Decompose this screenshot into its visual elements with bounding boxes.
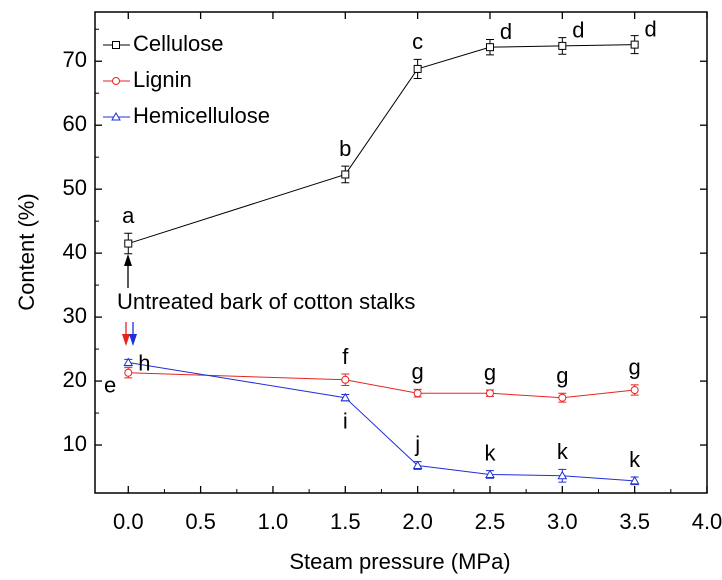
marker	[630, 386, 639, 395]
marker	[413, 64, 422, 73]
point-letter: d	[645, 16, 657, 41]
series-line	[128, 372, 635, 399]
point-letter: j	[414, 431, 420, 456]
legend-label: Hemicellulose	[133, 103, 270, 128]
marker	[629, 475, 640, 485]
point-letter: a	[122, 203, 135, 228]
marker	[557, 470, 568, 480]
marker	[341, 375, 350, 384]
marker	[124, 239, 133, 248]
point-letter: i	[343, 409, 348, 434]
marker	[124, 368, 133, 377]
point-letter: e	[104, 373, 116, 398]
y-tick-label: 40	[63, 239, 87, 264]
x-tick-label: 1.5	[330, 509, 361, 534]
point-letter: b	[339, 136, 351, 161]
y-axis-label: Content (%)	[14, 193, 39, 310]
x-tick-label: 0.0	[113, 509, 144, 534]
y-tick-label: 50	[63, 175, 87, 200]
y-tick-label: 70	[63, 47, 87, 72]
marker	[412, 460, 423, 469]
legend-label: Lignin	[133, 67, 192, 92]
point-letter: h	[138, 350, 150, 375]
marker	[485, 469, 495, 478]
x-tick-label: 3.0	[547, 509, 578, 534]
x-tick-label: 2.0	[402, 509, 433, 534]
legend-marker	[112, 77, 120, 85]
series-line	[128, 362, 635, 482]
point-letter: k	[484, 440, 496, 465]
point-letter: c	[412, 29, 423, 54]
x-tick-label: 3.5	[619, 509, 650, 534]
legend-marker	[111, 111, 121, 121]
marker	[630, 40, 639, 49]
point-letter: d	[500, 19, 512, 44]
marker	[123, 357, 134, 367]
y-tick-label: 60	[63, 111, 87, 136]
x-axis-label: Steam pressure (MPa)	[289, 549, 510, 574]
y-tick-label: 30	[63, 303, 87, 328]
point-letter: k	[629, 447, 641, 472]
y-tick-label: 10	[63, 431, 87, 456]
marker	[341, 170, 350, 179]
point-letter: g	[629, 355, 641, 380]
marker	[485, 43, 494, 52]
x-tick-label: 2.5	[475, 509, 506, 534]
legend-marker	[112, 41, 120, 49]
legend-label: Cellulose	[133, 31, 224, 56]
annotation: Untreated bark of cotton stalks	[117, 289, 415, 314]
x-tick-label: 0.5	[185, 509, 216, 534]
x-tick-label: 4.0	[692, 509, 722, 534]
marker	[558, 41, 567, 50]
annotation-arrows	[122, 254, 137, 346]
series-line	[128, 44, 635, 245]
marker	[413, 389, 422, 398]
y-tick-label: 20	[63, 367, 87, 392]
x-tick-label: 1.0	[258, 509, 289, 534]
marker	[485, 389, 494, 398]
point-letter: f	[342, 344, 349, 369]
marker	[558, 393, 567, 402]
point-letter: g	[484, 360, 496, 385]
point-letter: d	[572, 18, 584, 43]
point-letter: g	[556, 363, 568, 388]
point-letter: k	[557, 439, 569, 464]
point-letter: g	[412, 359, 424, 384]
marker	[340, 392, 351, 402]
